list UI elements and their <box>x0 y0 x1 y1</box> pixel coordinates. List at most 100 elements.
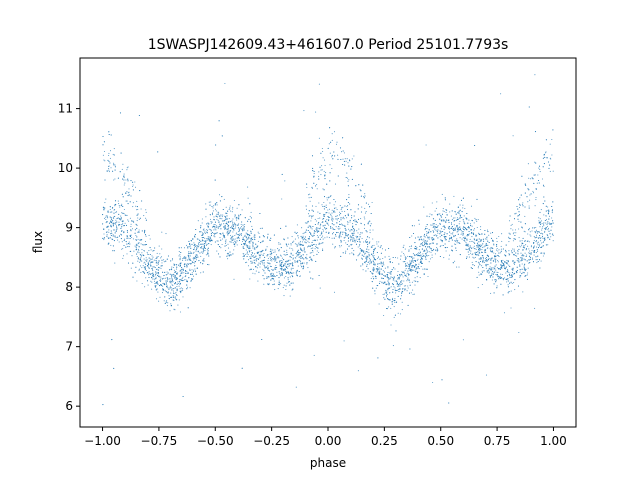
data-point <box>470 250 472 252</box>
data-point <box>481 246 483 248</box>
data-point <box>231 239 233 241</box>
data-point <box>463 221 465 223</box>
data-point <box>285 254 287 256</box>
data-point <box>266 276 268 278</box>
data-point <box>387 287 390 289</box>
data-point <box>297 244 299 246</box>
data-point <box>501 261 503 263</box>
data-point <box>539 226 541 228</box>
data-point <box>523 258 525 260</box>
data-point <box>165 233 167 235</box>
data-point <box>104 160 106 162</box>
data-point <box>394 280 396 282</box>
data-point <box>400 298 402 300</box>
data-point <box>412 293 414 295</box>
data-point <box>444 199 446 201</box>
data-point <box>524 231 526 233</box>
data-point <box>533 174 535 176</box>
data-point <box>301 241 303 243</box>
data-point <box>535 234 538 236</box>
data-point <box>232 206 234 208</box>
data-point <box>519 264 521 266</box>
data-point <box>176 286 178 288</box>
data-point <box>120 215 122 217</box>
data-point <box>244 217 246 219</box>
data-point <box>467 222 469 224</box>
data-point <box>359 252 361 254</box>
data-point <box>292 257 294 259</box>
data-point <box>528 252 530 254</box>
data-point <box>404 248 406 250</box>
data-point <box>381 273 383 275</box>
data-point <box>134 229 136 231</box>
data-point <box>326 222 328 224</box>
data-point <box>364 261 366 263</box>
data-point <box>215 229 217 231</box>
data-point <box>477 243 479 246</box>
data-point <box>458 227 460 229</box>
data-point <box>129 243 131 245</box>
data-point <box>524 206 526 208</box>
data-point <box>460 233 462 235</box>
data-point <box>214 204 216 206</box>
data-point <box>463 215 465 217</box>
data-point <box>238 215 240 217</box>
data-point <box>400 283 402 286</box>
data-point <box>112 234 114 236</box>
data-point <box>496 247 498 250</box>
data-point <box>160 280 162 282</box>
data-point <box>169 278 171 280</box>
data-point <box>324 164 326 167</box>
data-point <box>248 247 250 249</box>
data-point <box>355 185 357 187</box>
data-point <box>248 218 250 220</box>
data-point <box>329 202 331 204</box>
data-point <box>242 247 244 249</box>
data-point <box>401 251 403 253</box>
data-point <box>529 234 531 236</box>
data-point <box>240 214 242 216</box>
data-point <box>237 227 240 229</box>
data-point <box>205 240 207 242</box>
data-point <box>311 217 313 219</box>
data-point <box>410 292 412 294</box>
data-point <box>410 248 412 250</box>
data-point <box>367 268 369 270</box>
data-point <box>221 216 223 218</box>
data-point <box>316 229 318 231</box>
data-point <box>471 267 473 270</box>
data-point <box>185 275 187 277</box>
data-point <box>171 289 173 291</box>
data-point <box>534 205 536 207</box>
data-point <box>143 258 145 260</box>
data-point <box>216 213 218 215</box>
data-point <box>240 233 242 236</box>
data-point <box>318 83 320 85</box>
data-point <box>232 241 234 244</box>
data-point <box>315 228 317 230</box>
data-point <box>507 260 509 262</box>
data-point <box>358 254 360 256</box>
data-point <box>179 254 181 256</box>
data-point <box>265 249 267 251</box>
data-point <box>490 249 492 251</box>
data-point <box>322 213 325 215</box>
data-point <box>500 283 502 285</box>
data-point <box>455 243 457 246</box>
data-point <box>166 277 168 279</box>
data-point <box>408 292 411 294</box>
data-point <box>115 230 117 232</box>
data-point <box>413 265 415 267</box>
data-point <box>476 220 478 222</box>
data-point <box>524 259 526 261</box>
data-point <box>361 206 363 208</box>
data-point <box>307 238 309 240</box>
data-point <box>106 216 108 218</box>
data-point <box>172 284 174 287</box>
data-point <box>226 230 228 232</box>
data-point <box>318 137 320 139</box>
data-point <box>402 276 404 278</box>
data-point <box>242 228 244 230</box>
data-point <box>318 230 320 232</box>
data-point <box>204 237 206 239</box>
